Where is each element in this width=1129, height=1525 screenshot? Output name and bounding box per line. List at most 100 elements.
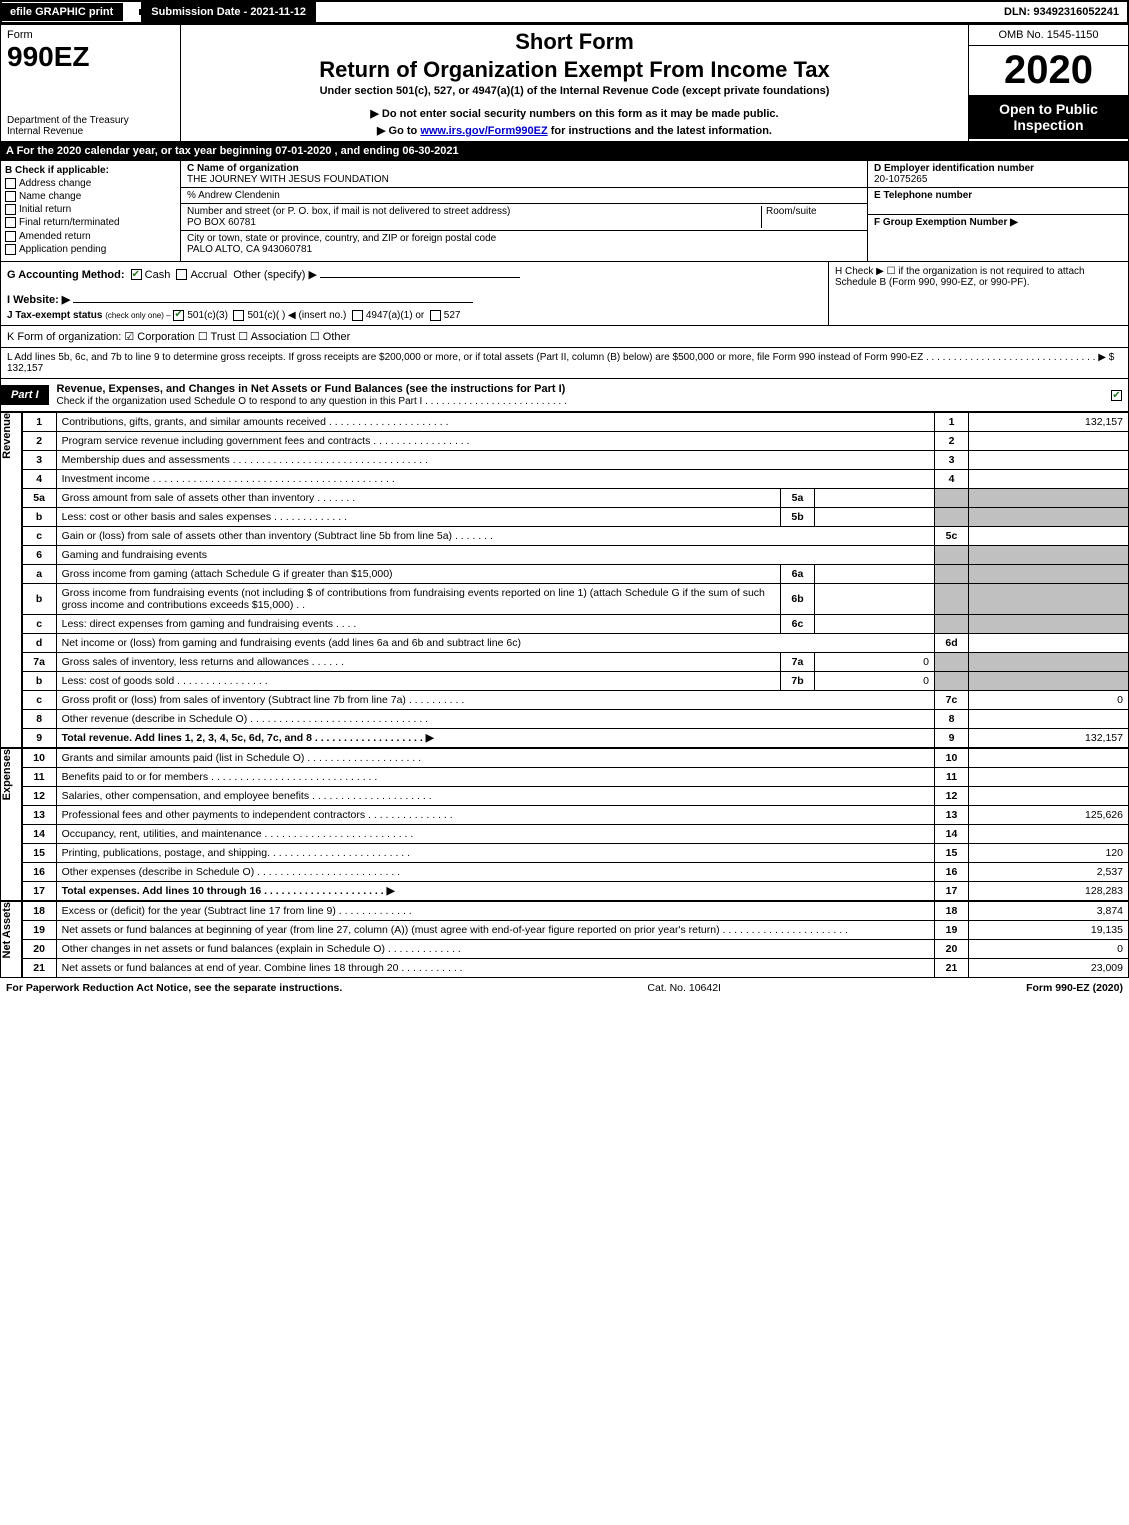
line-num: 5a bbox=[22, 488, 56, 507]
j-527: 527 bbox=[444, 310, 461, 321]
row-ghij-left: G Accounting Method: Cash Accrual Other … bbox=[1, 262, 828, 325]
line-h: H Check ▶ ☐ if the organization is not r… bbox=[828, 262, 1128, 325]
line-desc: Net income or (loss) from gaming and fun… bbox=[56, 633, 934, 652]
chk-accrual[interactable] bbox=[176, 269, 187, 280]
line-desc: Net assets or fund balances at beginning… bbox=[56, 920, 934, 939]
line-desc: Net assets or fund balances at end of ye… bbox=[56, 958, 934, 977]
tel-row: E Telephone number bbox=[868, 188, 1128, 215]
line-desc: Other revenue (describe in Schedule O) .… bbox=[56, 709, 934, 728]
line-num: 11 bbox=[22, 767, 56, 786]
line-refnum: 13 bbox=[935, 805, 969, 824]
line-value bbox=[969, 507, 1129, 526]
chk-address-change[interactable]: Address change bbox=[5, 178, 176, 189]
line-subnum: 5a bbox=[781, 488, 815, 507]
under-section: Under section 501(c), 527, or 4947(a)(1)… bbox=[187, 85, 962, 97]
line-subval: 0 bbox=[815, 652, 935, 671]
ein-row: D Employer identification number 20-1075… bbox=[868, 161, 1128, 188]
table-row: cLess: direct expenses from gaming and f… bbox=[22, 614, 1128, 633]
netassets-section: Net Assets 18Excess or (deficit) for the… bbox=[0, 901, 1129, 978]
street-row: Number and street (or P. O. box, if mail… bbox=[181, 204, 867, 231]
line-num: 3 bbox=[22, 450, 56, 469]
g-other-input[interactable] bbox=[320, 266, 520, 278]
j-label: J Tax-exempt status bbox=[7, 310, 102, 321]
goto-line: ▶ Go to www.irs.gov/Form990EZ for instru… bbox=[187, 124, 962, 137]
tax-year: 2020 bbox=[969, 46, 1128, 95]
part1-subtitle: Check if the organization used Schedule … bbox=[57, 396, 567, 407]
line-refnum bbox=[935, 652, 969, 671]
line-refnum: 3 bbox=[935, 450, 969, 469]
goto-link[interactable]: www.irs.gov/Form990EZ bbox=[420, 125, 547, 137]
revenue-vlabel: Revenue bbox=[1, 413, 13, 459]
line-refnum: 11 bbox=[935, 767, 969, 786]
line-num: 18 bbox=[22, 901, 56, 920]
city-value: PALO ALTO, CA 943060781 bbox=[187, 244, 312, 255]
part1-title-text: Revenue, Expenses, and Changes in Net As… bbox=[57, 383, 566, 395]
line-value bbox=[969, 767, 1129, 786]
table-row: bLess: cost or other basis and sales exp… bbox=[22, 507, 1128, 526]
line-desc: Gross profit or (loss) from sales of inv… bbox=[56, 690, 934, 709]
short-form-title: Short Form bbox=[187, 29, 962, 55]
line-desc: Excess or (deficit) for the year (Subtra… bbox=[56, 901, 934, 920]
line-num: 6 bbox=[22, 545, 56, 564]
line-refnum: 4 bbox=[935, 469, 969, 488]
line-num: 21 bbox=[22, 958, 56, 977]
care-of: % Andrew Clendenin bbox=[187, 190, 280, 201]
part1-checkbox[interactable] bbox=[1108, 389, 1128, 401]
line-refnum: 12 bbox=[935, 786, 969, 805]
chk-amended-return[interactable]: Amended return bbox=[5, 231, 176, 242]
line-desc: Gain or (loss) from sale of assets other… bbox=[56, 526, 934, 545]
ein-value: 20-1075265 bbox=[874, 174, 927, 185]
line-num: 9 bbox=[22, 728, 56, 747]
line-refnum bbox=[935, 564, 969, 583]
table-row: 13Professional fees and other payments t… bbox=[22, 805, 1128, 824]
line-num: d bbox=[22, 633, 56, 652]
chk-initial-return[interactable]: Initial return bbox=[5, 204, 176, 215]
line-desc: Benefits paid to or for members . . . . … bbox=[56, 767, 934, 786]
chk-final-return[interactable]: Final return/terminated bbox=[5, 217, 176, 228]
care-of-row: % Andrew Clendenin bbox=[181, 188, 867, 204]
line-desc: Gaming and fundraising events bbox=[56, 545, 934, 564]
website-input[interactable] bbox=[73, 291, 473, 303]
line-value: 0 bbox=[969, 939, 1129, 958]
line-refnum: 9 bbox=[935, 728, 969, 747]
table-row: 18Excess or (deficit) for the year (Subt… bbox=[22, 901, 1128, 920]
street-value: PO BOX 60781 bbox=[187, 217, 256, 228]
line-refnum: 21 bbox=[935, 958, 969, 977]
line-refnum: 7c bbox=[935, 690, 969, 709]
line-refnum: 6d bbox=[935, 633, 969, 652]
chk-527[interactable] bbox=[430, 310, 441, 321]
line-value bbox=[969, 526, 1129, 545]
line-desc: Less: direct expenses from gaming and fu… bbox=[56, 614, 780, 633]
table-row: 15Printing, publications, postage, and s… bbox=[22, 843, 1128, 862]
top-bar: efile GRAPHIC print Submission Date - 20… bbox=[0, 0, 1129, 24]
efile-print[interactable]: efile GRAPHIC print bbox=[2, 3, 123, 21]
chk-4947[interactable] bbox=[352, 310, 363, 321]
expenses-table: 10Grants and similar amounts paid (list … bbox=[22, 748, 1129, 901]
line-refnum bbox=[935, 583, 969, 614]
chk-501c[interactable] bbox=[233, 310, 244, 321]
line-value: 23,009 bbox=[969, 958, 1129, 977]
chk-cash[interactable] bbox=[131, 269, 142, 280]
submission-date: Submission Date - 2021-11-12 bbox=[141, 2, 316, 22]
line-num: a bbox=[22, 564, 56, 583]
line-refnum: 16 bbox=[935, 862, 969, 881]
table-row: cGain or (loss) from sale of assets othe… bbox=[22, 526, 1128, 545]
chk-name-change[interactable]: Name change bbox=[5, 191, 176, 202]
form-number: 990EZ bbox=[7, 41, 90, 72]
line-refnum bbox=[935, 488, 969, 507]
line-num: b bbox=[22, 583, 56, 614]
chk-label: Initial return bbox=[19, 204, 71, 215]
line-num: 7a bbox=[22, 652, 56, 671]
j-501c3: 501(c)(3) bbox=[187, 310, 228, 321]
chk-application-pending[interactable]: Application pending bbox=[5, 244, 176, 255]
col-d: D Employer identification number 20-1075… bbox=[868, 161, 1128, 261]
line-num: 20 bbox=[22, 939, 56, 958]
line-num: 2 bbox=[22, 431, 56, 450]
goto-post: for instructions and the latest informat… bbox=[548, 125, 772, 137]
line-refnum: 17 bbox=[935, 881, 969, 900]
table-row: 19Net assets or fund balances at beginni… bbox=[22, 920, 1128, 939]
dept-line1: Department of the Treasury bbox=[7, 115, 129, 126]
chk-501c3[interactable] bbox=[173, 310, 184, 321]
dln: DLN: 93492316052241 bbox=[996, 3, 1127, 21]
line-desc: Grants and similar amounts paid (list in… bbox=[56, 748, 934, 767]
